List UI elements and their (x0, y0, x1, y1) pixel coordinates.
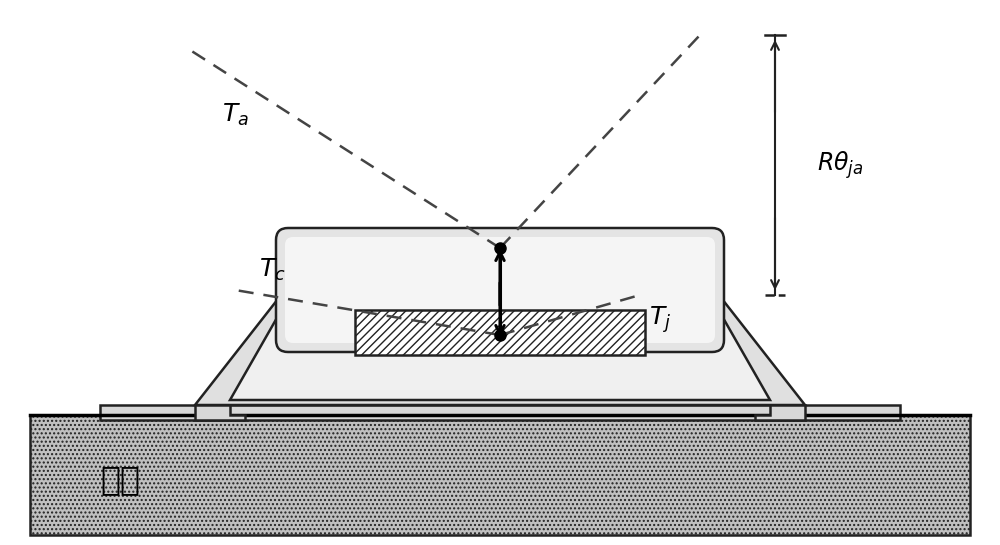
Text: $T_a$: $T_a$ (222, 102, 248, 128)
Polygon shape (195, 405, 245, 420)
Text: 基板: 基板 (100, 463, 140, 496)
Polygon shape (30, 415, 970, 535)
FancyBboxPatch shape (276, 228, 724, 352)
Text: $T_j$: $T_j$ (649, 305, 671, 335)
Polygon shape (755, 405, 805, 420)
Polygon shape (195, 290, 805, 405)
Polygon shape (230, 295, 770, 400)
FancyBboxPatch shape (285, 237, 715, 343)
Polygon shape (355, 310, 645, 355)
Text: $R\theta_{ja}$: $R\theta_{ja}$ (817, 149, 863, 181)
Polygon shape (100, 405, 900, 420)
Text: $T_c$: $T_c$ (259, 257, 285, 283)
